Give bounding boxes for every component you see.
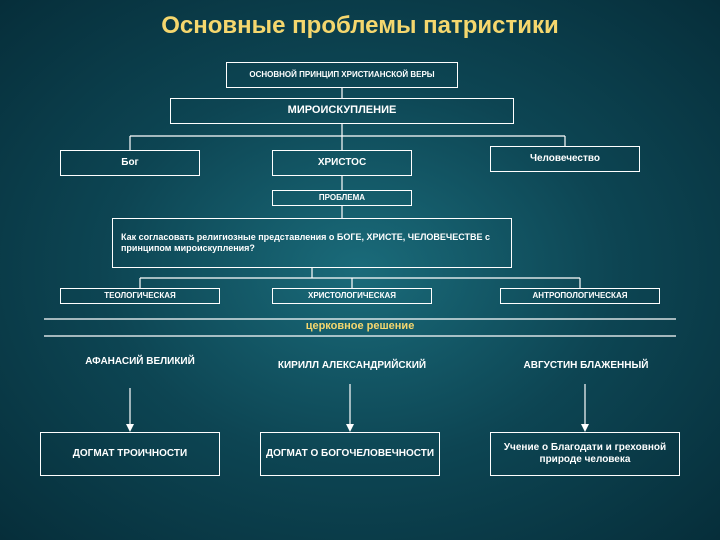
- page-title: Основные проблемы патристики: [0, 0, 720, 40]
- box-dogmat-godmanhood: ДОГМАТ О БОГОЧЕЛОВЕЧНОСТИ: [260, 432, 440, 476]
- box-text: Как согласовать религиозные представлени…: [121, 232, 503, 254]
- box-text: Бог: [121, 157, 138, 169]
- box-christological: ХРИСТОЛОГИЧЕСКАЯ: [272, 288, 432, 304]
- label-avgustin: АВГУСТИН БЛАЖЕННЫЙ: [486, 360, 686, 371]
- box-text: МИРОИСКУПЛЕНИЕ: [288, 104, 397, 117]
- box-god: Бог: [60, 150, 200, 176]
- box-anthropological: АНТРОПОЛОГИЧЕСКАЯ: [500, 288, 660, 304]
- box-principle: ОСНОВНОЙ ПРИНЦИП ХРИСТИАНСКОЙ ВЕРЫ: [226, 62, 458, 88]
- box-teaching-grace: Учение о Благодати и греховной природе ч…: [490, 432, 680, 476]
- box-theological: ТЕОЛОГИЧЕСКАЯ: [60, 288, 220, 304]
- label-kirill: КИРИЛЛ АЛЕКСАНДРИЙСКИЙ: [252, 360, 452, 371]
- box-text: ДОГМАТ ТРОИЧНОСТИ: [73, 448, 187, 460]
- label-afanasy: АФАНАСИЙ ВЕЛИКИЙ: [60, 356, 220, 367]
- box-question: Как согласовать религиозные представлени…: [112, 218, 512, 268]
- box-text: ДОГМАТ О БОГОЧЕЛОВЕЧНОСТИ: [266, 448, 434, 460]
- box-text: ОСНОВНОЙ ПРИНЦИП ХРИСТИАНСКОЙ ВЕРЫ: [249, 70, 434, 80]
- box-text: ХРИСТОС: [318, 157, 366, 169]
- box-problema: ПРОБЛЕМА: [272, 190, 412, 206]
- box-text: Учение о Благодати и греховной природе ч…: [495, 442, 675, 466]
- box-text: Человечество: [530, 153, 600, 165]
- box-mankind: Человечество: [490, 146, 640, 172]
- box-text: АНТРОПОЛОГИЧЕСКАЯ: [533, 291, 628, 301]
- box-christ: ХРИСТОС: [272, 150, 412, 176]
- box-text: ХРИСТОЛОГИЧЕСКАЯ: [308, 291, 396, 301]
- box-text: ТЕОЛОГИЧЕСКАЯ: [104, 291, 176, 301]
- box-text: ПРОБЛЕМА: [319, 193, 365, 203]
- label-church-decision: церковное решение: [270, 320, 450, 332]
- box-dogmat-trinity: ДОГМАТ ТРОИЧНОСТИ: [40, 432, 220, 476]
- box-redemption: МИРОИСКУПЛЕНИЕ: [170, 98, 514, 124]
